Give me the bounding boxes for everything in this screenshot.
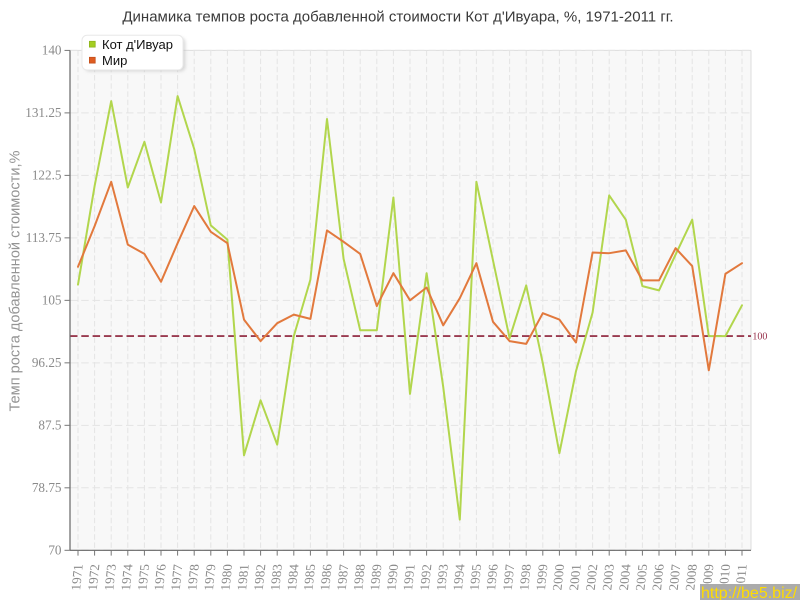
svg-text:1975: 1975 bbox=[134, 564, 152, 591]
svg-text:1989: 1989 bbox=[367, 564, 385, 591]
svg-text:131.25: 131.25 bbox=[25, 105, 62, 120]
svg-text:2002: 2002 bbox=[583, 564, 601, 590]
svg-text:78.75: 78.75 bbox=[32, 480, 62, 495]
svg-text:1981: 1981 bbox=[234, 564, 252, 590]
svg-text:1993: 1993 bbox=[433, 564, 451, 591]
svg-text:1978: 1978 bbox=[184, 564, 202, 591]
svg-text:1971: 1971 bbox=[68, 564, 86, 590]
svg-text:2010: 2010 bbox=[715, 564, 733, 591]
svg-text:1990: 1990 bbox=[383, 564, 401, 591]
svg-text:2004: 2004 bbox=[616, 564, 634, 591]
svg-text:Динамика темпов роста добавлен: Динамика темпов роста добавленной стоимо… bbox=[122, 9, 673, 26]
svg-text:2003: 2003 bbox=[599, 564, 617, 591]
svg-text:1995: 1995 bbox=[466, 564, 484, 591]
svg-text:96.25: 96.25 bbox=[32, 355, 62, 370]
svg-text:1973: 1973 bbox=[101, 564, 119, 591]
svg-text:2001: 2001 bbox=[566, 564, 584, 590]
svg-text:2007: 2007 bbox=[666, 564, 684, 591]
svg-text:1980: 1980 bbox=[217, 564, 235, 591]
svg-text:2006: 2006 bbox=[649, 564, 667, 591]
svg-text:1982: 1982 bbox=[251, 564, 269, 590]
svg-text:1999: 1999 bbox=[533, 564, 551, 591]
svg-text:1977: 1977 bbox=[168, 564, 186, 591]
svg-text:1991: 1991 bbox=[400, 564, 418, 590]
svg-text:113.75: 113.75 bbox=[26, 230, 62, 245]
svg-text:1996: 1996 bbox=[483, 564, 501, 591]
svg-text:1997: 1997 bbox=[500, 564, 518, 591]
svg-text:2011: 2011 bbox=[732, 564, 750, 590]
svg-text:1988: 1988 bbox=[350, 564, 368, 591]
svg-text:1985: 1985 bbox=[300, 564, 318, 591]
svg-text:2008: 2008 bbox=[682, 564, 700, 591]
svg-text:100: 100 bbox=[752, 331, 767, 342]
svg-text:Темп роста добавленной стоимос: Темп роста добавленной стоимости,% bbox=[8, 150, 24, 411]
svg-text:140: 140 bbox=[42, 43, 62, 58]
svg-text:2009: 2009 bbox=[699, 564, 717, 591]
svg-text:1974: 1974 bbox=[118, 564, 136, 591]
svg-text:1998: 1998 bbox=[516, 564, 534, 591]
svg-text:1983: 1983 bbox=[267, 564, 285, 591]
svg-text:1987: 1987 bbox=[334, 564, 352, 591]
svg-text:1972: 1972 bbox=[85, 564, 103, 590]
svg-text:Кот д'Ивуар: Кот д'Ивуар bbox=[102, 37, 173, 52]
svg-text:1976: 1976 bbox=[151, 564, 169, 591]
svg-text:Мир: Мир bbox=[102, 53, 127, 68]
svg-text:http://be5.biz/: http://be5.biz/ bbox=[701, 585, 798, 600]
svg-text:2005: 2005 bbox=[632, 564, 650, 591]
svg-text:87.5: 87.5 bbox=[38, 418, 61, 433]
svg-text:1986: 1986 bbox=[317, 564, 335, 591]
svg-text:1984: 1984 bbox=[284, 564, 302, 591]
svg-text:2000: 2000 bbox=[549, 564, 567, 591]
svg-text:1994: 1994 bbox=[450, 564, 468, 591]
svg-text:1979: 1979 bbox=[201, 564, 219, 591]
svg-text:105: 105 bbox=[42, 293, 62, 308]
svg-text:1992: 1992 bbox=[417, 564, 435, 590]
svg-text:122.5: 122.5 bbox=[32, 168, 62, 183]
svg-text:70: 70 bbox=[48, 543, 62, 558]
